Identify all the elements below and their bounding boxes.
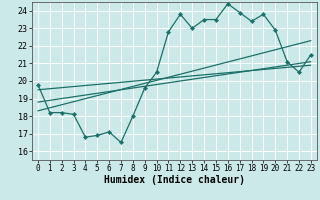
X-axis label: Humidex (Indice chaleur): Humidex (Indice chaleur) [104,175,245,185]
